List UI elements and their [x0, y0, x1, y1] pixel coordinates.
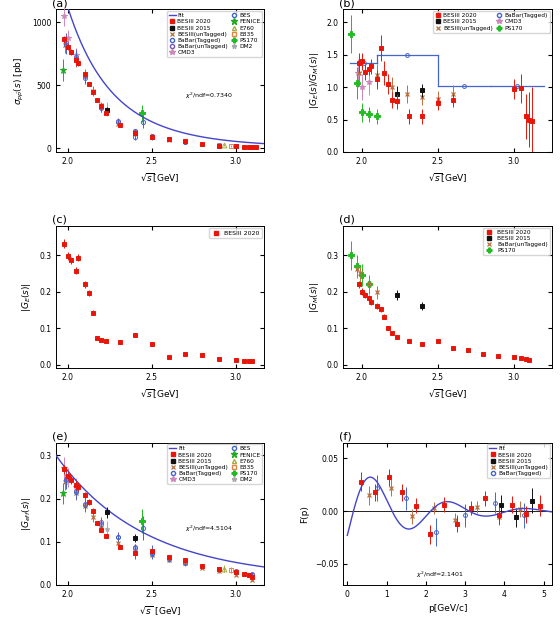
X-axis label: $\sqrt{s}$[GeV]: $\sqrt{s}$[GeV]: [141, 388, 180, 401]
Legend: Fit, BESIII 2020, BESIII 2015, BESIII(unTagged), BaBar(Tagged), CMD3, BES, FENIC: Fit, BESIII 2020, BESIII 2015, BESIII(un…: [167, 444, 263, 484]
Text: (f): (f): [339, 431, 352, 441]
Legend: BESIII 2020: BESIII 2020: [209, 228, 263, 238]
Y-axis label: F(p): F(p): [301, 505, 310, 523]
Text: (e): (e): [52, 431, 67, 441]
Legend: BESIII 2020, BESIII 2015, BaBar(unTagged), PS170: BESIII 2020, BESIII 2015, BaBar(unTagged…: [483, 228, 550, 255]
Legend: Fit, BESIII 2020, BESIII 2015, BESIII(unTagged), BaBar(Tagged), BaBar(unTagged),: Fit, BESIII 2020, BESIII 2015, BESIII(un…: [166, 11, 263, 57]
X-axis label: p[GeV/c]: p[GeV/c]: [428, 604, 467, 613]
Text: (b): (b): [339, 0, 355, 8]
X-axis label: $\sqrt{s}$[GeV]: $\sqrt{s}$[GeV]: [428, 388, 467, 401]
Text: $\chi^2$/ndf=0.7340: $\chi^2$/ndf=0.7340: [185, 91, 232, 101]
X-axis label: $\sqrt{s}$ [GeV]: $\sqrt{s}$ [GeV]: [139, 604, 181, 618]
Text: (c): (c): [52, 214, 67, 225]
Text: (a): (a): [52, 0, 67, 8]
X-axis label: $\sqrt{s}$[GeV]: $\sqrt{s}$[GeV]: [428, 171, 467, 184]
Y-axis label: $|G_{eff}(s)|$: $|G_{eff}(s)|$: [21, 497, 34, 531]
Text: $\chi^2$/ndf=2.1401: $\chi^2$/ndf=2.1401: [416, 569, 464, 579]
Y-axis label: $|G_E(s)/G_M(s)|$: $|G_E(s)/G_M(s)|$: [308, 52, 321, 109]
Y-axis label: $|G_E(s)|$: $|G_E(s)|$: [21, 282, 34, 312]
X-axis label: $\sqrt{s}$[GeV]: $\sqrt{s}$[GeV]: [141, 171, 180, 184]
Text: (d): (d): [339, 214, 355, 225]
Text: $\chi^2$/ndf=4.5104: $\chi^2$/ndf=4.5104: [185, 524, 234, 534]
Y-axis label: $|G_M(s)|$: $|G_M(s)|$: [308, 282, 321, 313]
Y-axis label: $\sigma_{p\bar{p}}(s)$ [pb]: $\sigma_{p\bar{p}}(s)$ [pb]: [13, 57, 26, 105]
Legend: BESIII 2020, BESIII 2015, BESIII(unTagged), BaBar(Tagged), CMD3, PS170: BESIII 2020, BESIII 2015, BESIII(unTagge…: [433, 11, 550, 33]
Legend: Fit, BESIII 2020, BESIII 2015, BESIII(unTagged), BaBar(Tagged): Fit, BESIII 2020, BESIII 2015, BESIII(un…: [487, 444, 550, 478]
